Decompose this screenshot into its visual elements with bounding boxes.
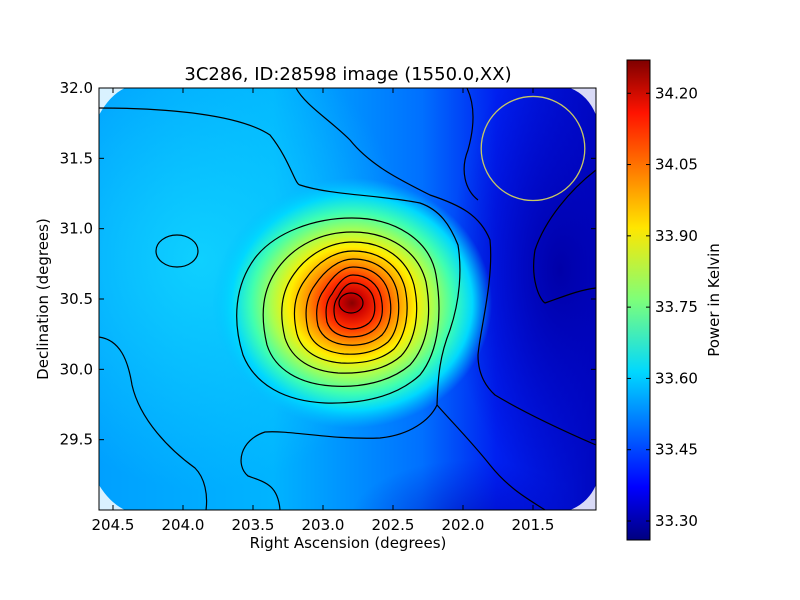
chart-title: 3C286, ID:28598 image (1550.0,XX): [184, 64, 511, 85]
contour-level-5: [305, 258, 400, 355]
colorbar: 33.30 33.45 33.60 33.75 33.90 34.05 34.20 Powe…: [626, 59, 723, 541]
x-tick-label: 203.5: [232, 516, 275, 534]
heatmap-image: [99, 88, 596, 510]
x-axis-label: Right Ascension (degrees): [250, 534, 447, 552]
y-tick-label: 30.0: [60, 360, 93, 378]
contour-bottom-left: [99, 336, 208, 510]
colorbar-ticks: 33.30 33.45 33.60 33.75 33.90 34.05 34.20: [627, 84, 698, 530]
contour-left-island: [155, 234, 199, 268]
y-axis-label: Declination (degrees): [34, 218, 52, 380]
colorbar-tick-label: 33.75: [655, 298, 698, 316]
colorbar-tick-label: 33.30: [655, 512, 698, 530]
colorbar-gradient: [626, 59, 651, 541]
colorbar-tick-label: 34.05: [655, 156, 698, 174]
x-tick-label: 204.5: [92, 516, 135, 534]
colorbar-tick-label: 33.45: [655, 441, 698, 459]
colorbar-label: Power in Kelvin: [705, 243, 723, 357]
contour-beam-region: [463, 88, 479, 201]
y-axis-ticks: 29.5 30.0 30.5 31.0 31.5 32.0: [60, 79, 596, 449]
x-tick-label: 202.5: [372, 516, 415, 534]
contour-level-8: [333, 282, 376, 330]
y-tick-label: 30.5: [60, 290, 93, 308]
y-tick-label: 29.5: [60, 431, 93, 449]
x-tick-label: 201.5: [512, 516, 555, 534]
x-tick-label: 203.0: [302, 516, 345, 534]
x-tick-label: 202.0: [442, 516, 485, 534]
contour-top: [295, 88, 596, 446]
y-tick-label: 32.0: [60, 79, 93, 97]
contour-bottom-right: [436, 404, 546, 510]
contour-peak: [338, 292, 364, 314]
contour-outer-left: [99, 107, 461, 510]
beam-circle: [480, 95, 586, 202]
contour-level-4: [293, 250, 408, 364]
y-tick-label: 31.5: [60, 149, 93, 167]
y-tick-label: 31.0: [60, 220, 93, 238]
contour-lines: [99, 88, 596, 510]
contour-level-3: [281, 241, 418, 374]
contour-level-2: [262, 231, 430, 387]
colorbar-tick-label: 33.60: [655, 369, 698, 387]
colorbar-tick-label: 34.20: [655, 84, 698, 102]
contour-level-7: [325, 274, 383, 338]
contour-right: [533, 169, 596, 304]
contour-level-1: [236, 217, 440, 404]
colorbar-tick-label: 33.90: [655, 227, 698, 245]
x-tick-label: 204.0: [162, 516, 205, 534]
contour-level-6: [316, 266, 392, 346]
x-axis-ticks: 204.5 204.0 203.5 203.0 202.5 202.0 201.5: [92, 88, 555, 534]
